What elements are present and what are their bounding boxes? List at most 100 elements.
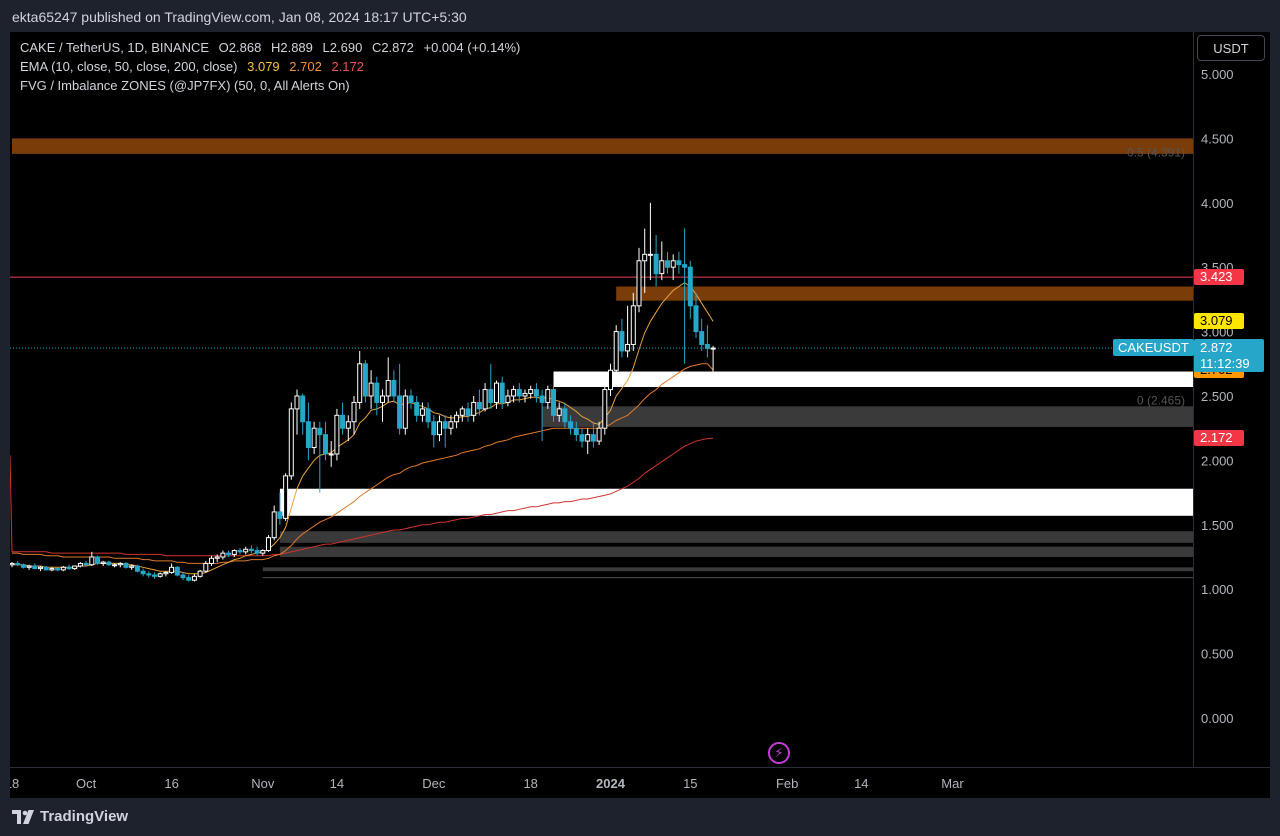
x-tick-label-11: Mar xyxy=(941,776,964,791)
fvg-zone-gray-6 xyxy=(279,546,1193,557)
candle-body-82 xyxy=(476,401,482,410)
publish-info: ekta65247 published on TradingView.com, … xyxy=(12,9,467,25)
candle-body-15 xyxy=(95,556,100,564)
candle-body-38 xyxy=(226,552,232,555)
candle-body-81 xyxy=(471,401,477,416)
candle-body-119 xyxy=(687,266,693,307)
bar-countdown: 11:12:39 xyxy=(1200,356,1250,372)
candle-body-58 xyxy=(340,414,346,429)
candle-body-8 xyxy=(55,568,61,571)
legend-ema-label[interactable]: EMA (10, close, 50, close, 200, close) xyxy=(20,59,238,74)
candle-body-47 xyxy=(277,511,283,519)
candle-body-71 xyxy=(414,401,420,416)
candle-body-116 xyxy=(670,260,676,268)
candle-body-107 xyxy=(619,331,625,352)
chart-legend: CAKE / TetherUS, 1D, BINANCE O2.868 H2.8… xyxy=(20,38,520,95)
x-tick-label-2: 16 xyxy=(164,776,178,791)
ema50-line xyxy=(12,363,714,564)
candle-body-35 xyxy=(209,557,214,564)
candle-body-42 xyxy=(248,548,254,552)
candle-body-109 xyxy=(630,305,636,345)
ema200-line xyxy=(10,437,714,557)
legend-close-value: 2.872 xyxy=(381,40,414,55)
lightning-icon[interactable]: ⚡ xyxy=(768,742,790,764)
candle-body-4 xyxy=(32,565,38,570)
candle-body-10 xyxy=(66,566,72,570)
x-tick-label-6: 18 xyxy=(523,776,537,791)
chart-pane[interactable]: 0.5 (4.391) 0 (2.465) 0.000 0.500 1.000 1.500… xyxy=(10,32,1270,798)
candle-body-28 xyxy=(169,566,175,573)
currency-button[interactable]: USDT xyxy=(1197,35,1265,61)
candle-body-31 xyxy=(186,577,192,581)
fvg-zone-orange-0 xyxy=(12,138,1193,154)
candle-body-96 xyxy=(556,408,562,416)
candle-body-20 xyxy=(123,562,129,568)
legend-fvg-row: FVG / Imbalance ZONES (@JP7FX) (50, 0, A… xyxy=(20,76,520,95)
candle-body-2 xyxy=(20,564,26,568)
candle-body-97 xyxy=(562,408,568,423)
candle-body-7 xyxy=(49,568,55,571)
candle-body-5 xyxy=(38,566,43,570)
tradingview-brand[interactable]: TradingView xyxy=(12,808,128,825)
fvg-zone-white-2 xyxy=(553,371,1193,387)
x-tick-label-7: 2024 xyxy=(596,776,626,791)
candle-body-89 xyxy=(516,389,522,397)
legend-ema200-value: 2.172 xyxy=(331,59,365,74)
fvg-zone-gray-7 xyxy=(262,567,1193,572)
candle-body-55 xyxy=(323,434,328,455)
candle-body-18 xyxy=(112,564,118,567)
candle-body-46 xyxy=(271,511,277,539)
candle-body-83 xyxy=(482,389,488,410)
candle-body-115 xyxy=(665,260,670,268)
candle-body-87 xyxy=(505,395,511,403)
ema10-line xyxy=(12,282,714,575)
candle-body-30 xyxy=(180,574,186,579)
y-tick-label-8: 4.000 xyxy=(1201,196,1234,211)
candle-body-94 xyxy=(545,389,551,403)
x-tick-label-0: 18 xyxy=(10,776,19,791)
y-tick-label-5: 2.500 xyxy=(1201,389,1234,404)
candle-body-45 xyxy=(266,537,271,552)
candle-body-65 xyxy=(380,395,385,403)
candle-body-100 xyxy=(579,434,585,442)
candle-body-90 xyxy=(522,392,528,397)
x-tick-label-8: 15 xyxy=(683,776,697,791)
legend-ema-row: EMA (10, close, 50, close, 200, close) 3… xyxy=(20,57,520,76)
publish-header: ekta65247 published on TradingView.com, … xyxy=(0,0,1280,32)
chart-canvas[interactable]: 0.5 (4.391) 0 (2.465) 0.000 0.500 1.000 1.500… xyxy=(10,32,1270,798)
candle-body-74 xyxy=(431,421,437,436)
candle-body-54 xyxy=(317,427,323,436)
candle-body-27 xyxy=(163,571,169,575)
candle-body-48 xyxy=(283,475,289,519)
fvg-zone-white-4 xyxy=(279,488,1193,516)
candle-body-41 xyxy=(243,548,249,553)
last-price-tag: 2.872 11:12:39 xyxy=(1194,339,1264,373)
candle-body-92 xyxy=(533,389,539,397)
legend-low-key: L xyxy=(322,40,330,55)
candle-body-112 xyxy=(647,253,653,256)
candle-body-24 xyxy=(146,573,152,576)
candle-body-32 xyxy=(191,575,197,581)
legend-symbol-row: CAKE / TetherUS, 1D, BINANCE O2.868 H2.8… xyxy=(20,38,520,57)
candle-body-114 xyxy=(659,260,665,275)
candle-body-37 xyxy=(220,552,226,558)
candle-body-56 xyxy=(328,453,334,456)
y-tick-label-1: 0.500 xyxy=(1201,647,1234,662)
candle-body-59 xyxy=(345,421,351,429)
last-price-value: 2.872 xyxy=(1200,340,1233,356)
candle-body-120 xyxy=(693,305,699,333)
candle-body-40 xyxy=(237,550,243,553)
legend-change: +0.004 (+0.14%) xyxy=(423,40,521,55)
candle-body-63 xyxy=(368,382,374,397)
candle-body-111 xyxy=(642,253,648,262)
fvg-zone-orange-1 xyxy=(616,286,1193,301)
fib-label-1: 0 (2.465) xyxy=(1137,394,1185,408)
candle-body-88 xyxy=(511,389,517,397)
candle-body-33 xyxy=(197,570,203,577)
candle-body-102 xyxy=(590,434,596,442)
candle-body-106 xyxy=(613,331,619,371)
candle-body-73 xyxy=(425,408,431,423)
legend-symbol[interactable]: CAKE / TetherUS, 1D, BINANCE xyxy=(20,40,210,55)
y-tick-label-4: 2.000 xyxy=(1201,453,1234,468)
legend-fvg-label[interactable]: FVG / Imbalance ZONES (@JP7FX) (50, 0, A… xyxy=(20,78,350,93)
